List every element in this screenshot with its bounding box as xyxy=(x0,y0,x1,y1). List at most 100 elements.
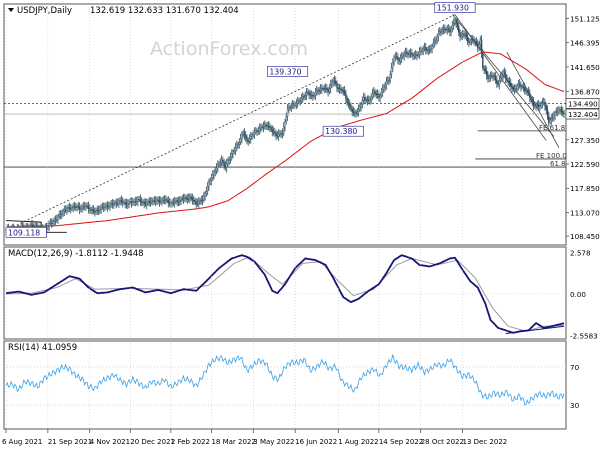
candle-body xyxy=(350,105,352,110)
candle-body xyxy=(148,201,151,203)
price-layer: 151.930 139.370 130.380 109.118 FE 61.8 FE 10… xyxy=(4,2,567,238)
candle-body xyxy=(327,89,329,93)
candle-body xyxy=(198,200,200,204)
candle-body xyxy=(283,126,285,134)
annotation-label: 130.380 xyxy=(325,127,357,136)
candle-body xyxy=(529,93,531,98)
candle-body xyxy=(422,48,424,51)
candle-body xyxy=(48,223,50,227)
candle-body xyxy=(114,202,116,204)
candle-body xyxy=(421,50,423,52)
candle-body xyxy=(166,199,168,201)
candle-body xyxy=(451,25,454,29)
macd-tick-label: 0.00 xyxy=(570,290,586,299)
candle-body xyxy=(479,39,481,45)
y-tick-label: 146.395 xyxy=(570,39,600,48)
candle-body xyxy=(72,206,74,208)
candle-body xyxy=(418,51,421,55)
candle-body xyxy=(75,206,77,208)
candle-body xyxy=(563,113,565,115)
candle-body xyxy=(255,130,257,133)
candle-body xyxy=(113,203,115,205)
macd-line xyxy=(5,254,565,334)
candle-body xyxy=(138,199,140,201)
candle-body xyxy=(281,132,284,135)
candle-body xyxy=(329,84,332,89)
candle-body xyxy=(139,199,142,202)
candle-body xyxy=(58,214,60,217)
candle-body xyxy=(428,49,431,51)
candle-body xyxy=(110,203,112,205)
candle-body xyxy=(67,207,69,210)
candle-body xyxy=(161,199,163,202)
candle-body xyxy=(123,202,125,204)
candle-body xyxy=(556,111,559,113)
candle-body xyxy=(104,205,106,208)
candle-body xyxy=(351,108,353,112)
y-tick-label: 113.070 xyxy=(570,209,600,218)
candle-body xyxy=(447,28,450,30)
candle-body xyxy=(313,95,315,97)
x-tick-label: 14 Sep 2022 xyxy=(379,438,423,446)
candle-body xyxy=(227,160,229,164)
candle-body xyxy=(319,88,322,91)
candle-body xyxy=(526,91,528,93)
candle-body xyxy=(331,82,333,85)
candle-body xyxy=(286,108,289,117)
candle-body xyxy=(127,203,129,206)
candle-body xyxy=(264,124,266,127)
candle-body xyxy=(348,104,351,106)
candle-body xyxy=(354,112,356,114)
candle-body xyxy=(402,55,404,57)
candle-body xyxy=(503,71,506,75)
candle-body xyxy=(260,126,262,129)
candle-body xyxy=(146,202,148,205)
candle-body xyxy=(492,75,494,77)
price-box xyxy=(565,108,600,120)
candle-body xyxy=(68,207,71,209)
candle-body xyxy=(293,104,295,106)
candle-body xyxy=(539,105,541,107)
y-tick-label: 151.125 xyxy=(570,15,600,24)
candle-body xyxy=(531,99,533,103)
candle-body xyxy=(106,205,109,208)
y-tick-label: 108.450 xyxy=(570,232,600,241)
candle-body xyxy=(76,205,78,208)
candle-body xyxy=(53,220,55,222)
candle-body xyxy=(194,200,196,202)
candle-body xyxy=(520,85,522,87)
candle-body xyxy=(381,88,384,93)
candle-body xyxy=(374,91,376,95)
candle-body xyxy=(385,81,388,86)
candle-body xyxy=(149,201,152,204)
price-box-label: 134.490 xyxy=(568,99,598,108)
annotation-label: 109.118 xyxy=(8,228,40,237)
candle-body xyxy=(133,201,135,203)
candle-body xyxy=(201,199,204,201)
candle-body xyxy=(517,83,520,87)
candle-body xyxy=(343,90,346,94)
candle-body xyxy=(445,29,447,31)
candle-body xyxy=(109,204,111,207)
candle-body xyxy=(157,199,159,202)
candle-body xyxy=(119,199,121,202)
candle-body xyxy=(203,195,205,201)
candle-body xyxy=(369,99,371,101)
candle-body xyxy=(52,221,54,224)
candle-body xyxy=(309,94,312,96)
candle-body xyxy=(140,201,143,203)
macd-layer xyxy=(4,254,566,335)
candle-body xyxy=(399,58,402,62)
candle-body xyxy=(173,201,176,204)
candle-body xyxy=(212,174,214,179)
candle-body xyxy=(362,97,365,101)
candle-body xyxy=(326,87,328,90)
macd-divergence-line xyxy=(505,325,565,335)
macd-signal-line xyxy=(6,256,565,332)
candle-body xyxy=(85,205,87,207)
candle-body xyxy=(534,105,536,107)
candle-body xyxy=(308,91,310,95)
candle-body xyxy=(426,49,428,52)
candle-body xyxy=(284,121,286,127)
candle-body xyxy=(172,202,175,204)
